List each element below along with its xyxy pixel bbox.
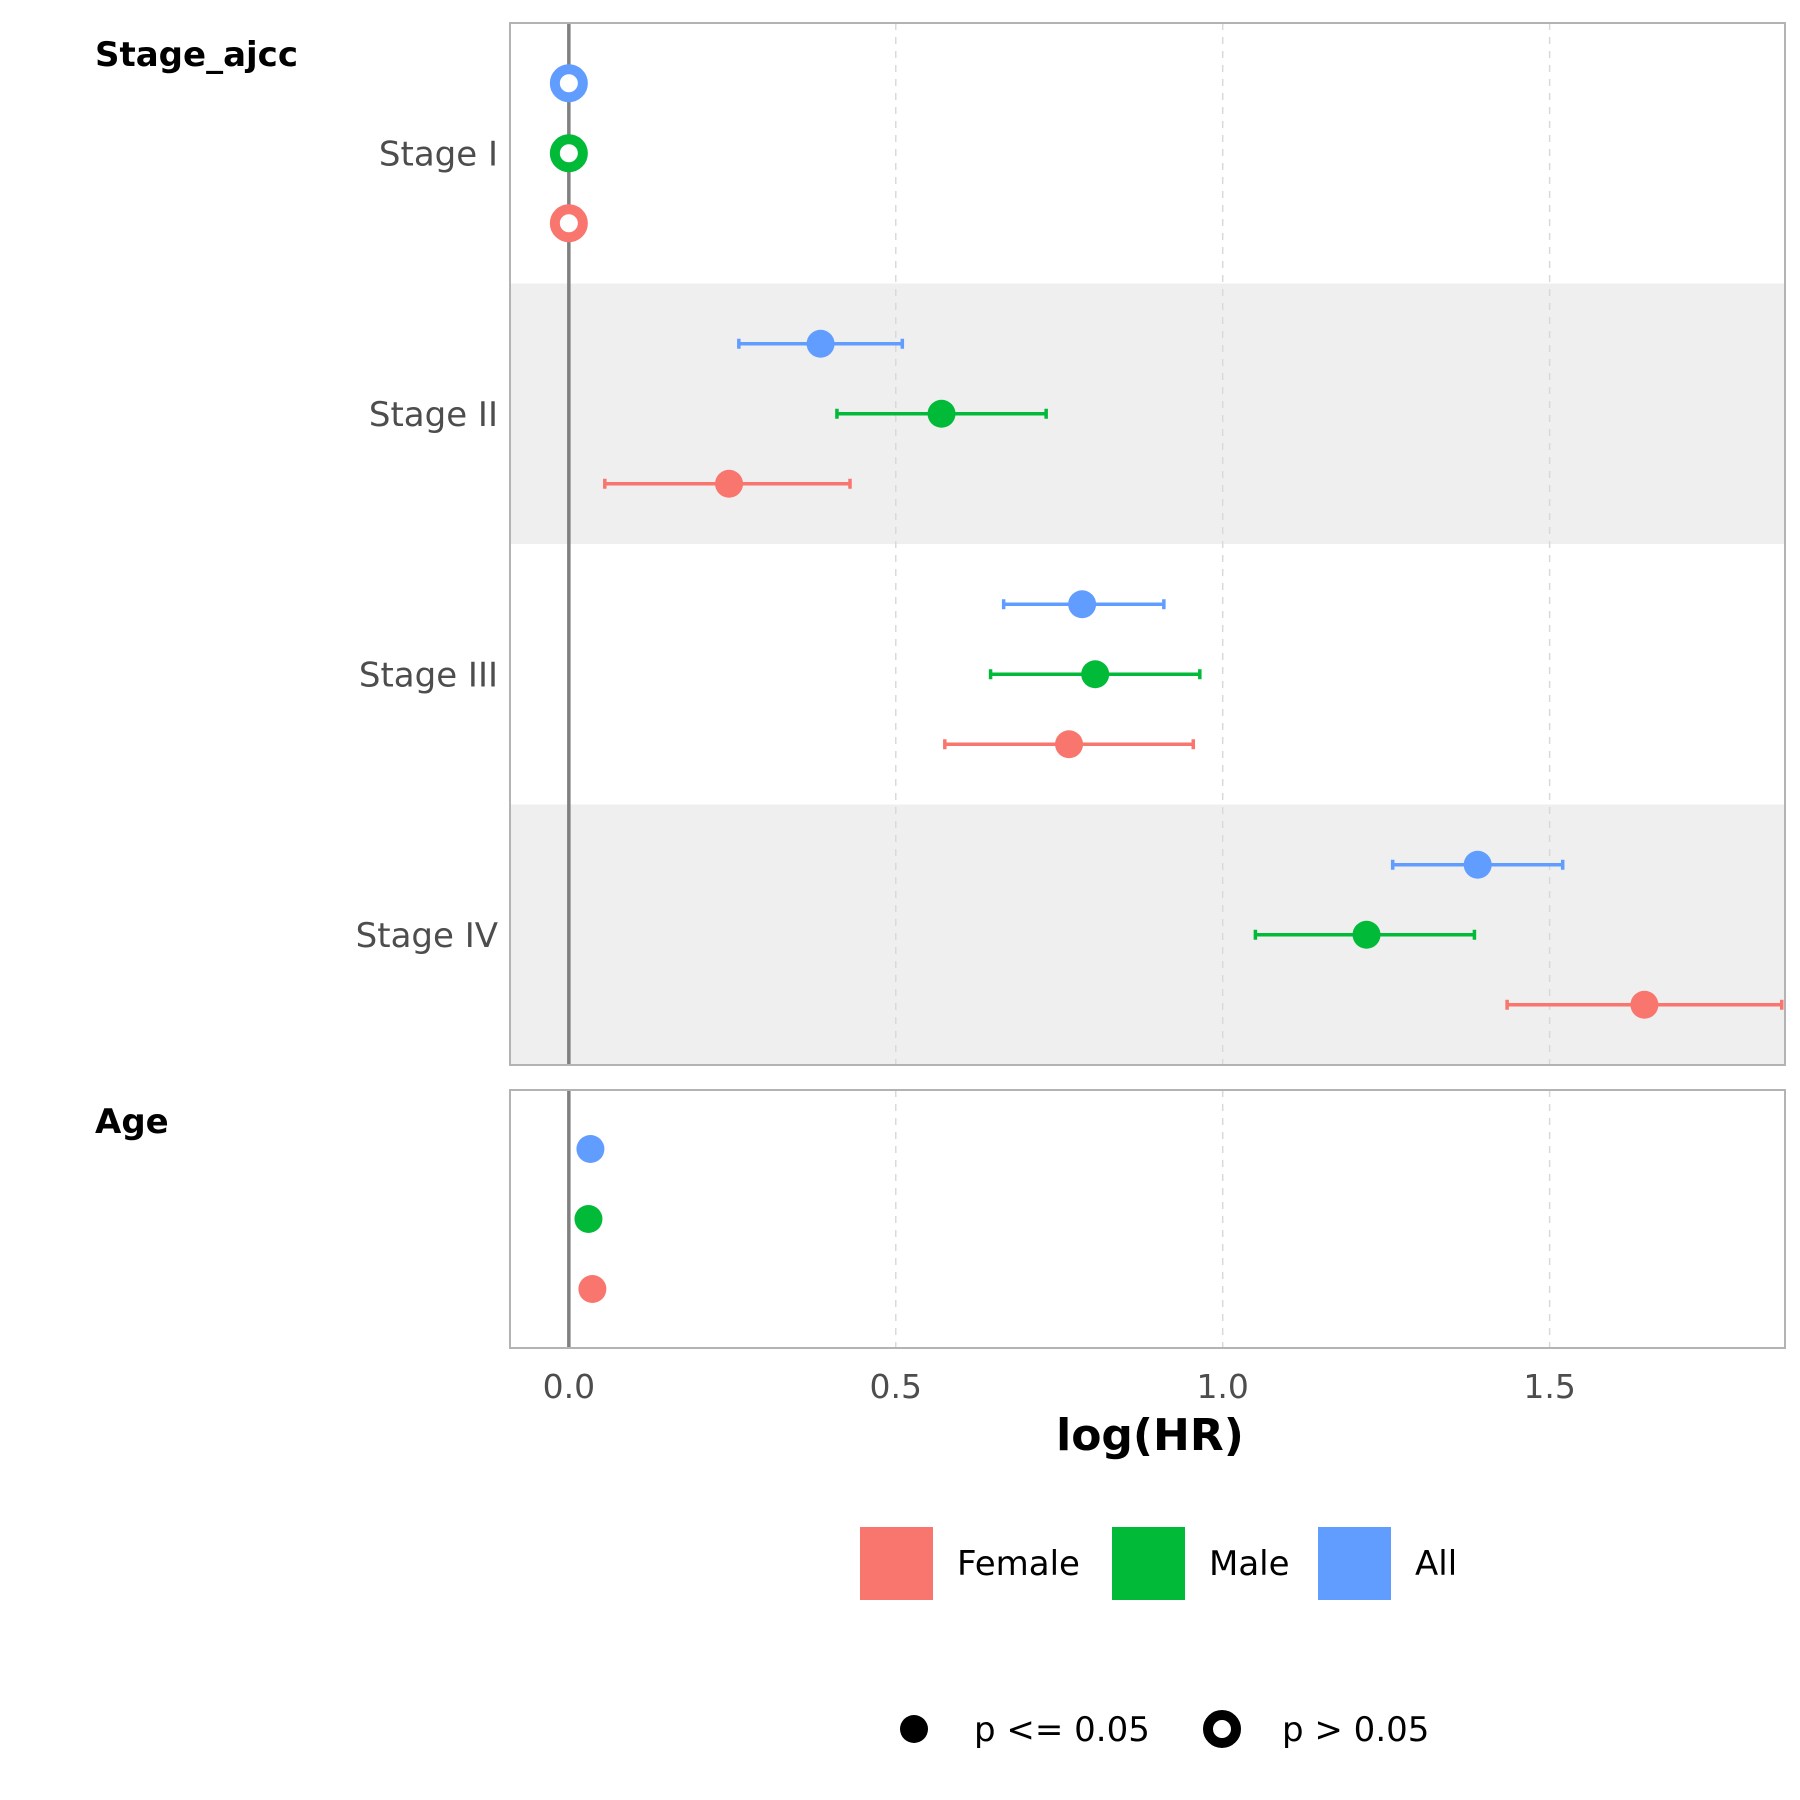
panel-frame xyxy=(509,1089,1786,1349)
category-band xyxy=(510,804,1785,1065)
estimate-point xyxy=(578,1275,607,1303)
panel-title: Age xyxy=(95,1102,169,1142)
estimate-point xyxy=(574,1205,603,1233)
estimate-point xyxy=(806,329,835,358)
legend-swatch xyxy=(1112,1527,1185,1600)
panel-backgrounds xyxy=(510,283,1785,1065)
legend-label: Female xyxy=(957,1544,1080,1584)
category-label: Stage II xyxy=(369,395,498,435)
x-axis-title: log(HR) xyxy=(1056,1410,1244,1461)
gridlines xyxy=(895,23,1551,1348)
chart-labels: Stage_ajcc Stage I Stage II Stage III Stage … xyxy=(95,35,1576,1406)
x-tick-label: 1.0 xyxy=(1196,1367,1248,1406)
estimate-point-open xyxy=(549,64,588,103)
legend-shape-filled xyxy=(900,1715,928,1743)
estimate-point-open xyxy=(549,204,588,243)
data-marks xyxy=(549,64,1784,1303)
estimate-point-open xyxy=(549,134,588,173)
estimate-point xyxy=(1055,730,1084,759)
panel-frames xyxy=(509,22,1786,1349)
estimate-point xyxy=(1630,990,1659,1019)
estimate-point xyxy=(1068,590,1097,619)
panel-frame xyxy=(509,22,1786,1066)
legend: Female Male All p <= 0.05 p > 0.05 xyxy=(860,1527,1457,1750)
legend-shape-open xyxy=(1203,1710,1241,1748)
estimate-point xyxy=(1352,920,1381,949)
legend-label: All xyxy=(1415,1544,1457,1584)
category-label: Stage IV xyxy=(356,916,498,956)
legend-swatch xyxy=(860,1527,933,1600)
panel-title: Stage_ajcc xyxy=(95,35,298,75)
estimate-point xyxy=(576,1135,605,1163)
estimate-point xyxy=(927,399,956,428)
category-label: Stage III xyxy=(359,655,498,695)
estimate-point xyxy=(1463,850,1492,879)
legend-label: Male xyxy=(1209,1544,1290,1584)
legend-label: p <= 0.05 xyxy=(974,1710,1150,1750)
x-tick-label: 0.0 xyxy=(543,1367,595,1406)
legend-label: p > 0.05 xyxy=(1282,1710,1429,1750)
estimate-point xyxy=(1081,660,1110,689)
x-tick-label: 0.5 xyxy=(870,1367,922,1406)
category-label: Stage I xyxy=(379,134,498,174)
category-band xyxy=(510,283,1785,544)
x-tick-label: 1.5 xyxy=(1523,1367,1575,1406)
estimate-point xyxy=(715,469,744,498)
legend-swatch xyxy=(1318,1527,1391,1600)
